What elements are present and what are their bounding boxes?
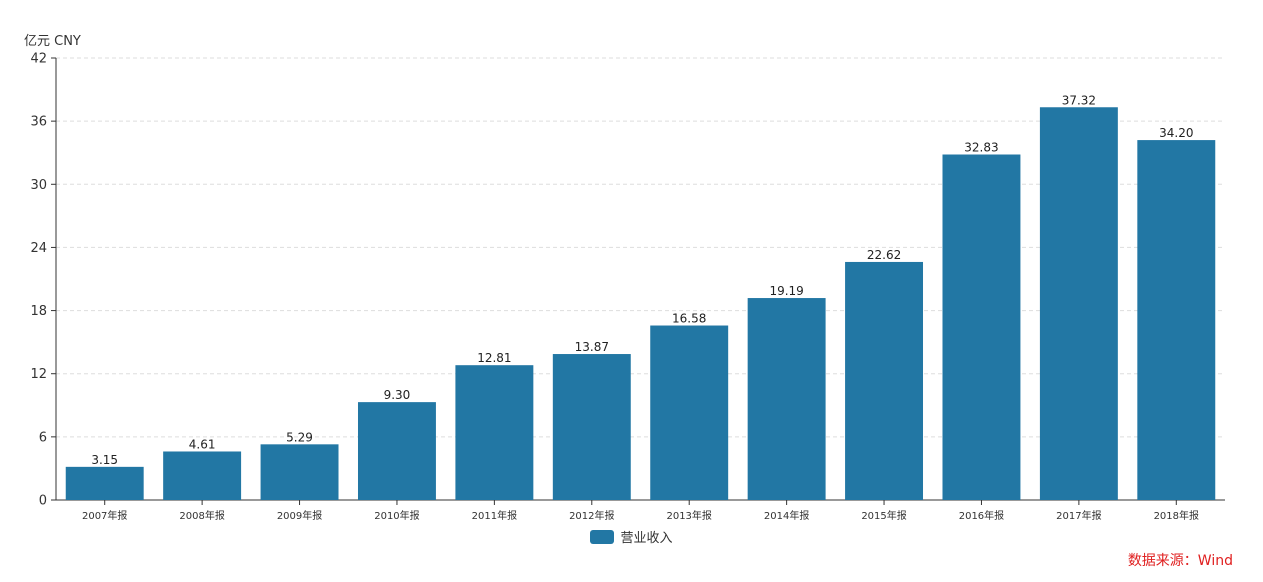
x-tick-label: 2017年报 [1056, 509, 1101, 522]
y-tick-label: 12 [30, 367, 47, 382]
legend-swatch [590, 529, 615, 544]
bar-value-label: 4.61 [189, 437, 216, 451]
x-tick-label: 2012年报 [569, 509, 614, 522]
bar [845, 261, 924, 500]
legend-label: 营业收入 [620, 531, 673, 546]
bar [942, 154, 1021, 500]
bar-value-label: 5.29 [286, 430, 313, 444]
bar-value-label: 32.83 [964, 141, 998, 155]
bar [1137, 140, 1216, 501]
y-tick-label: 18 [30, 304, 47, 319]
bar-value-label: 34.20 [1159, 126, 1193, 140]
y-tick-label: 24 [30, 241, 47, 256]
y-tick-label: 36 [30, 115, 47, 130]
x-tick-label: 2014年报 [764, 509, 809, 522]
y-tick-label: 0 [39, 494, 47, 509]
x-tick-label: 2011年报 [472, 509, 517, 522]
bar [455, 365, 534, 500]
data-source-note: 数据来源：Wind [1127, 553, 1233, 569]
legend[interactable]: 营业收入 [0, 527, 1263, 546]
bar-value-label: 3.15 [91, 453, 118, 467]
y-axis-unit-label: 亿元 CNY [24, 34, 81, 49]
bar-value-label: 16.58 [672, 312, 706, 326]
bar-value-label: 12.81 [477, 351, 511, 365]
bar-value-label: 37.32 [1062, 93, 1096, 107]
bar [163, 451, 242, 500]
x-tick-label: 2015年报 [861, 509, 906, 522]
x-tick-label: 2009年报 [277, 509, 322, 522]
bar [1039, 107, 1118, 500]
bar [650, 325, 729, 500]
bar-value-label: 22.62 [867, 248, 901, 262]
x-tick-label: 2013年报 [666, 509, 711, 522]
bar [260, 444, 339, 500]
x-tick-label: 2007年报 [82, 509, 127, 522]
y-tick-label: 30 [30, 178, 47, 193]
x-tick-label: 2016年报 [959, 509, 1004, 522]
bar-value-label: 13.87 [575, 340, 609, 354]
bar [552, 354, 631, 500]
bar [747, 298, 826, 500]
bar-value-label: 19.19 [769, 284, 803, 298]
x-tick-label: 2010年报 [374, 509, 419, 522]
x-tick-label: 2018年报 [1154, 509, 1199, 522]
x-tick-label: 2008年报 [179, 509, 224, 522]
y-tick-label: 42 [30, 52, 47, 67]
bar [65, 466, 144, 500]
bar-value-label: 9.30 [384, 388, 411, 402]
bar [357, 402, 436, 500]
y-tick-label: 6 [39, 430, 47, 445]
